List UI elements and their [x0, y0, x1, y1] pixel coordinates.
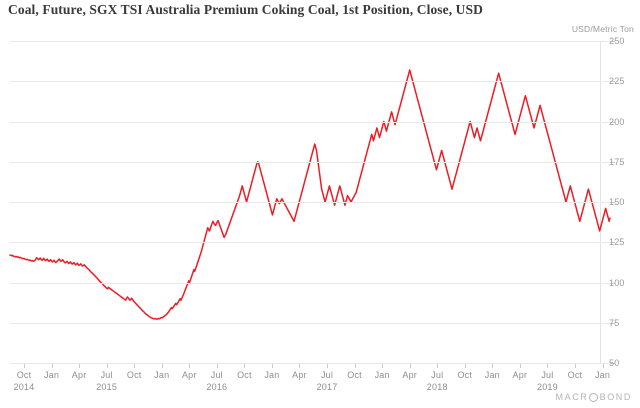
- x-tick-year-label: 2018: [426, 382, 448, 392]
- y-tick-mark: [610, 242, 615, 244]
- x-tick-mark: [602, 364, 604, 368]
- macrobond-logo: MACR BOND: [556, 392, 633, 402]
- y-tick-label: 125: [609, 237, 625, 248]
- x-tick-mark: [574, 364, 576, 368]
- chart-title: Coal, Future, SGX TSI Australia Premium …: [8, 2, 483, 17]
- x-tick-mark: [519, 364, 521, 368]
- x-tick-label: Apr: [181, 370, 197, 380]
- gridline-y: [10, 161, 610, 163]
- x-tick-label: Oct: [347, 370, 362, 380]
- x-tick-year-label: 2016: [206, 382, 228, 392]
- x-tick-label: Apr: [71, 370, 87, 380]
- y-tick-label: 250: [609, 36, 625, 46]
- x-tick-label: Jan: [154, 370, 170, 380]
- y-tick-mark: [610, 81, 615, 83]
- x-tick-year-label: 2019: [536, 382, 558, 392]
- x-tick-mark: [79, 364, 81, 368]
- brand-suffix: BOND: [599, 392, 632, 402]
- x-tick-label: Oct: [567, 370, 583, 380]
- x-tick-label: Jan: [594, 370, 611, 380]
- x-tick-label: Jan: [264, 370, 280, 380]
- y-tick-mark: [610, 161, 615, 163]
- x-tick-year-label: 2014: [13, 382, 35, 392]
- x-tick-mark: [382, 364, 384, 368]
- x-tick-mark: [161, 364, 163, 368]
- y-tick-label: 150: [609, 197, 625, 207]
- gridline-y: [10, 282, 610, 284]
- x-tick-label: Oct: [126, 370, 142, 380]
- gridline-y: [10, 81, 610, 83]
- x-tick-year-label: 2015: [96, 382, 118, 392]
- gridline-y: [10, 242, 610, 244]
- y-axis-unit-label: USD/Metric Ton: [571, 24, 634, 34]
- brand-prefix: MACR: [555, 392, 589, 402]
- x-tick-mark: [216, 364, 218, 368]
- x-tick-label: Jul: [541, 370, 554, 380]
- x-tick-mark: [409, 364, 411, 368]
- y-tick-mark: [610, 322, 615, 324]
- x-tick-label: Oct: [457, 370, 473, 380]
- x-tick-mark: [464, 364, 466, 368]
- x-tick-mark: [271, 364, 273, 368]
- x-tick-label: Apr: [512, 370, 528, 380]
- x-tick-mark: [492, 364, 494, 368]
- x-tick-label: Apr: [292, 370, 307, 380]
- y-tick-label: 225: [609, 76, 625, 87]
- x-tick-label: Jul: [100, 370, 113, 380]
- x-tick-mark: [437, 364, 439, 368]
- y-tick-mark: [610, 202, 615, 203]
- y-tick-mark: [610, 363, 615, 364]
- x-tick-label: Jul: [210, 370, 223, 380]
- x-tick-mark: [244, 364, 246, 368]
- x-tick-mark: [134, 364, 136, 368]
- x-tick-mark: [299, 364, 301, 368]
- x-tick-label: Jan: [43, 370, 60, 380]
- y-tick-label: 175: [609, 156, 625, 167]
- x-tick-mark: [106, 364, 108, 368]
- x-tick-label: Oct: [237, 370, 252, 380]
- gridline-y: [10, 121, 610, 123]
- gridline-y: [10, 202, 610, 203]
- x-tick-mark: [327, 364, 329, 368]
- gridline-y: [10, 322, 610, 324]
- y-tick-mark: [610, 282, 615, 284]
- x-tick-mark: [51, 364, 53, 368]
- x-tick-mark: [24, 364, 25, 368]
- gridline-y: [10, 41, 610, 42]
- x-tick-label: Jul: [320, 370, 334, 380]
- brand-ring-icon: [589, 392, 598, 402]
- x-tick-label: Jan: [484, 370, 500, 380]
- y-tick-mark: [610, 121, 615, 123]
- x-tick-mark: [547, 364, 549, 368]
- x-tick-mark: [189, 364, 191, 368]
- y-tick-label: 75: [609, 317, 620, 328]
- x-tick-mark: [354, 364, 356, 368]
- gridline-y: [10, 363, 610, 364]
- x-tick-label: Jan: [374, 370, 390, 380]
- x-tick-year-label: 2017: [316, 382, 338, 392]
- x-tick-label: Jul: [431, 370, 444, 380]
- y-tick-label: 100: [609, 277, 625, 288]
- x-tick-label: Apr: [402, 370, 417, 380]
- plot-area: [10, 41, 615, 364]
- y-tick-label: 200: [609, 116, 625, 127]
- y-tick-mark: [610, 41, 615, 42]
- y-tick-label: 50: [609, 358, 620, 368]
- x-tick-label: Oct: [16, 370, 32, 380]
